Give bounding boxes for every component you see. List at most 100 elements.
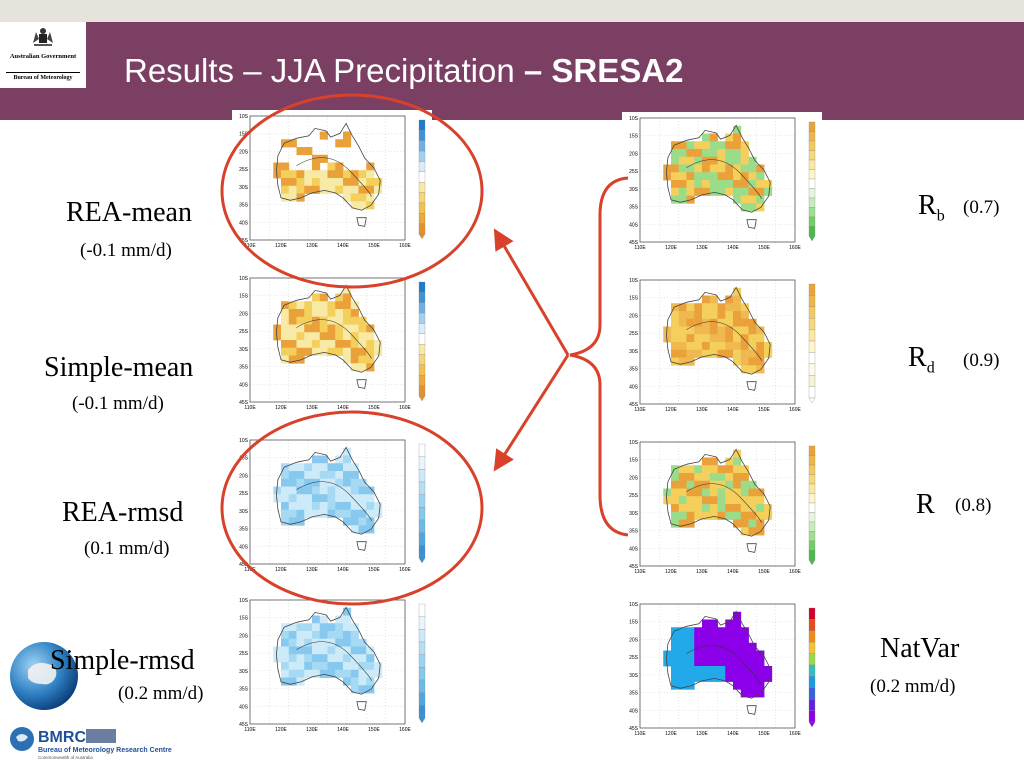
data-cell <box>350 309 359 318</box>
data-cell <box>281 324 290 333</box>
data-cell <box>281 478 290 487</box>
data-cell <box>756 673 765 682</box>
panel-value: (0.9) <box>963 350 1000 371</box>
data-cell <box>709 642 718 651</box>
data-cell <box>678 187 687 196</box>
data-cell <box>296 669 305 678</box>
contour-line <box>296 157 372 197</box>
data-cell <box>725 318 734 327</box>
data-cell <box>694 627 703 636</box>
data-cell <box>358 363 367 372</box>
data-cell <box>312 301 321 310</box>
data-cell <box>374 502 383 511</box>
data-cell <box>709 318 718 327</box>
lat-tick-label: 20S <box>629 313 639 319</box>
data-cell <box>304 502 313 511</box>
lon-tick-label: 110E <box>244 405 256 411</box>
data-cell <box>733 619 742 628</box>
globe-icon <box>10 642 78 710</box>
data-cell <box>327 494 336 503</box>
bmrc-acronym: BMRC <box>38 729 86 746</box>
data-cell <box>358 669 367 678</box>
lat-tick-label: 10S <box>239 276 249 282</box>
data-cell <box>319 332 328 341</box>
lon-tick-label: 110E <box>634 569 646 575</box>
data-cell <box>366 486 375 495</box>
data-cell <box>358 332 367 341</box>
data-cell <box>366 509 375 518</box>
data-cell <box>709 156 718 165</box>
data-cell <box>748 172 757 181</box>
data-cell <box>756 681 765 690</box>
data-cell <box>335 494 344 503</box>
data-cell <box>366 677 375 686</box>
data-cell <box>709 133 718 142</box>
data-cell <box>686 627 695 636</box>
data-cell <box>358 509 367 518</box>
data-cell <box>335 478 344 487</box>
data-cell <box>702 635 711 644</box>
data-cell <box>702 156 711 165</box>
data-cell <box>319 654 328 663</box>
data-cell <box>335 631 344 640</box>
data-cell <box>717 504 726 513</box>
lat-tick-label: 45S <box>239 400 249 406</box>
data-cell <box>709 141 718 150</box>
data-cell <box>327 162 336 171</box>
data-cell <box>702 349 711 358</box>
data-cell <box>288 517 297 526</box>
lon-tick-label: 130E <box>696 569 708 575</box>
data-cell <box>733 318 742 327</box>
lon-tick-label: 140E <box>337 567 349 573</box>
data-cell <box>717 342 726 351</box>
data-cell <box>343 471 352 480</box>
data-cell <box>358 486 367 495</box>
data-cell <box>709 311 718 320</box>
data-cell <box>725 311 734 320</box>
data-cell <box>358 517 367 526</box>
data-cell <box>288 494 297 503</box>
data-cell <box>671 149 680 158</box>
data-cell <box>678 504 687 513</box>
data-cell <box>678 311 687 320</box>
lon-tick-label: 120E <box>665 569 677 575</box>
panel-label: Rd <box>908 342 935 378</box>
contour-line <box>296 641 372 681</box>
australia-coastline <box>275 446 381 535</box>
data-cell <box>709 511 718 520</box>
data-cell <box>343 332 352 341</box>
data-cell <box>740 642 749 651</box>
lat-tick-label: 40S <box>239 220 249 226</box>
data-cell <box>358 677 367 686</box>
contour-line <box>686 159 762 199</box>
data-cell <box>312 309 321 318</box>
data-cell <box>694 511 703 520</box>
data-cell <box>296 309 305 318</box>
data-cell <box>281 355 290 364</box>
tasmania-coastline <box>356 217 367 227</box>
data-cell <box>663 164 672 173</box>
lon-tick-label: 160E <box>789 407 801 413</box>
lon-tick-label: 140E <box>727 407 739 413</box>
tasmania-coastline <box>746 219 757 229</box>
data-cell <box>304 631 313 640</box>
data-cell <box>694 658 703 667</box>
lat-tick-label: 45S <box>629 564 639 570</box>
data-cell <box>694 172 703 181</box>
map-frame <box>639 441 796 567</box>
panel-label: NatVar <box>880 633 959 665</box>
data-cell <box>319 316 328 325</box>
data-cell <box>319 154 328 163</box>
data-cell <box>288 662 297 671</box>
data-cell <box>694 635 703 644</box>
data-cell <box>694 326 703 335</box>
lat-tick-label: 35S <box>629 691 639 697</box>
data-cell <box>296 301 305 310</box>
data-cell <box>678 334 687 343</box>
logo-government-text: Australian Government <box>9 53 77 60</box>
data-cell <box>327 654 336 663</box>
data-cell <box>343 646 352 655</box>
lon-tick-label: 110E <box>244 727 256 733</box>
data-cell <box>319 301 328 310</box>
